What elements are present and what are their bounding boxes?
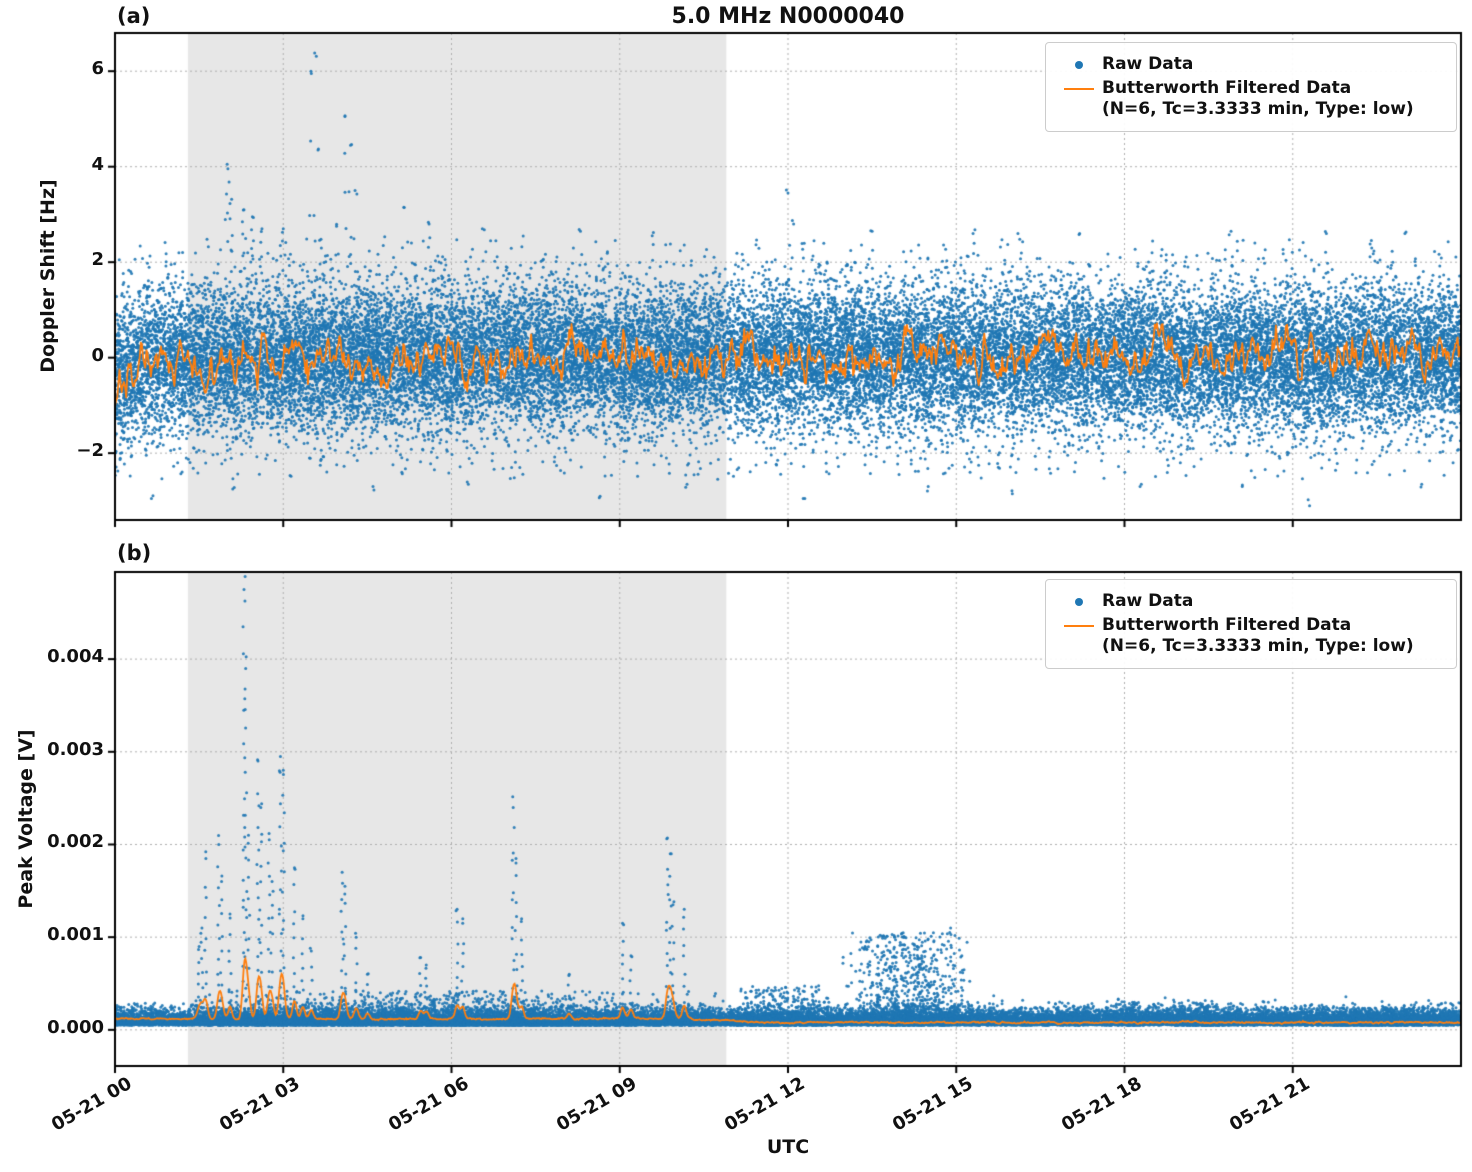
legend-filtered-label: Butterworth Filtered Data (N=6, Tc=3.3333… [1102, 615, 1414, 657]
legend-item-raw: Raw Data [1056, 591, 1444, 613]
legend-item-raw: Raw Data [1056, 54, 1444, 76]
chart-title: 5.0 MHz N0000040 [671, 4, 905, 29]
y-tick-label-voltage: 0.004 [47, 646, 104, 668]
legend-panel-a: Raw Data Butterworth Filtered Data (N=6, … [1045, 42, 1457, 132]
y-tick-label-doppler: 6 [91, 58, 104, 80]
y-tick-label-doppler: 4 [91, 153, 104, 175]
y-tick-label-voltage: 0.002 [47, 831, 104, 853]
legend-filtered-line1: Butterworth Filtered Data [1102, 78, 1352, 98]
legend-item-filtered: Butterworth Filtered Data (N=6, Tc=3.3333… [1056, 78, 1444, 120]
y-tick-label-voltage: 0.003 [47, 738, 104, 760]
panel-b-tag: (b) [117, 541, 152, 565]
legend-filtered-line1: Butterworth Filtered Data [1102, 615, 1352, 635]
legend-filtered-line2: (N=6, Tc=3.3333 min, Type: low) [1102, 99, 1414, 119]
panel-a-tag: (a) [117, 4, 151, 28]
legend-filtered-line2: (N=6, Tc=3.3333 min, Type: low) [1102, 636, 1414, 656]
legend-filtered-label: Butterworth Filtered Data (N=6, Tc=3.3333… [1102, 78, 1414, 120]
legend-item-filtered: Butterworth Filtered Data (N=6, Tc=3.3333… [1056, 615, 1444, 657]
filtered-line-marker [1056, 615, 1102, 637]
legend-raw-label: Raw Data [1102, 54, 1194, 74]
legend-raw-label: Raw Data [1102, 591, 1194, 611]
y-tick-label-doppler: 2 [91, 249, 104, 271]
filtered-line-marker [1056, 78, 1102, 100]
y-tick-label-voltage: 0.001 [47, 924, 104, 946]
raw-data-marker [1056, 54, 1102, 76]
x-axis-label: UTC [766, 1136, 810, 1158]
legend-panel-b: Raw Data Butterworth Filtered Data (N=6, … [1045, 579, 1457, 669]
raw-data-marker [1056, 591, 1102, 613]
y-tick-label-doppler: −2 [76, 440, 104, 462]
y-tick-label-doppler: 0 [91, 344, 104, 366]
y-tick-label-voltage: 0.000 [47, 1016, 104, 1038]
